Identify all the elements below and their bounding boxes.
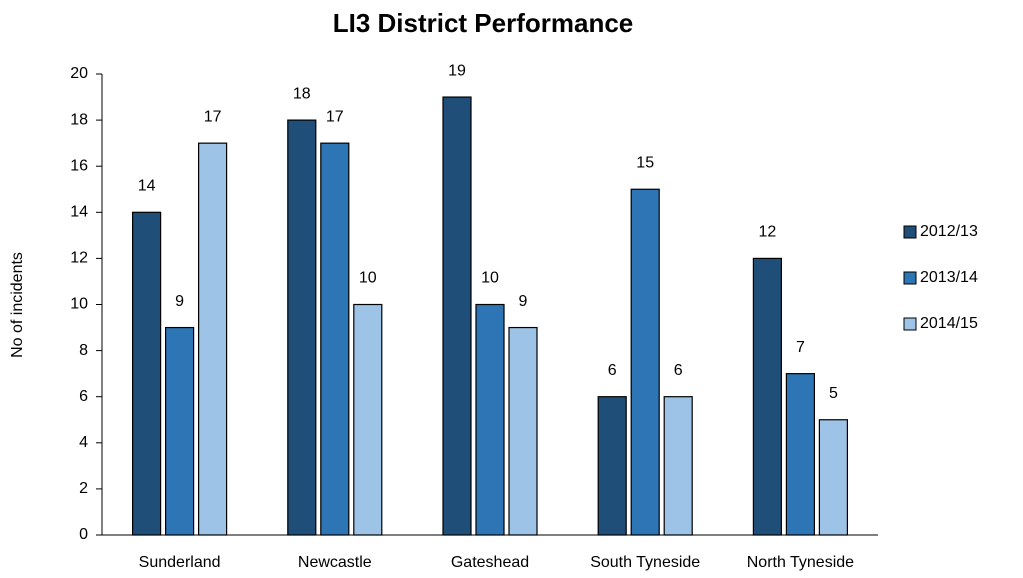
bar: [442, 96, 472, 536]
legend-label: 2012/13: [920, 223, 978, 240]
data-label: 7: [796, 339, 805, 356]
data-label: 17: [326, 108, 344, 125]
y-axis-label: No of incidents: [9, 252, 26, 358]
legend-swatch: [903, 225, 917, 239]
bar: [287, 119, 317, 536]
y-tick-label: 10: [70, 296, 88, 313]
bar: [752, 257, 783, 536]
y-tick-label: 6: [79, 388, 88, 405]
bar: [597, 396, 627, 536]
bar: [165, 326, 195, 536]
bar: [475, 303, 505, 536]
legend-swatch: [903, 317, 917, 331]
y-tick-label: 16: [70, 157, 88, 174]
legend-label: 2014/15: [920, 315, 978, 332]
x-tick-label: North Tyneside: [747, 554, 854, 571]
data-label: 12: [759, 224, 777, 241]
data-label: 10: [481, 270, 499, 287]
bar: [663, 396, 693, 536]
data-label: 18: [293, 85, 311, 102]
data-label: 10: [359, 270, 377, 287]
y-tick-label: 4: [79, 434, 88, 451]
bar: [630, 188, 660, 536]
x-tick-label: Newcastle: [298, 554, 372, 571]
x-tick-label: South Tyneside: [590, 554, 700, 571]
data-label: 5: [829, 385, 838, 402]
legend-swatch: [903, 271, 917, 285]
data-label: 15: [636, 154, 654, 171]
data-label: 17: [204, 108, 222, 125]
data-label: 9: [519, 293, 528, 310]
data-label: 6: [608, 362, 617, 379]
x-tick-label: Sunderland: [139, 554, 221, 571]
bar: [198, 142, 228, 536]
y-tick-label: 18: [70, 111, 88, 128]
bar: [320, 142, 350, 536]
y-tick-label: 14: [70, 204, 88, 221]
y-tick-label: 12: [70, 250, 88, 267]
legend-label: 2013/14: [920, 269, 978, 286]
x-tick-label: Gateshead: [451, 554, 529, 571]
y-tick-label: 0: [79, 526, 88, 543]
data-label: 6: [674, 362, 683, 379]
bar: [353, 303, 383, 536]
data-label: 14: [138, 178, 156, 195]
bar: [818, 419, 849, 536]
y-tick-label: 8: [79, 342, 88, 359]
bar: [508, 326, 538, 536]
bar: [785, 373, 816, 536]
data-label: 19: [448, 62, 466, 79]
data-label: 9: [175, 293, 184, 310]
chart-title: LI3 District Performance: [333, 8, 634, 38]
y-tick-label: 2: [79, 480, 88, 497]
bar: [132, 211, 162, 536]
y-tick-label: 20: [70, 65, 88, 82]
